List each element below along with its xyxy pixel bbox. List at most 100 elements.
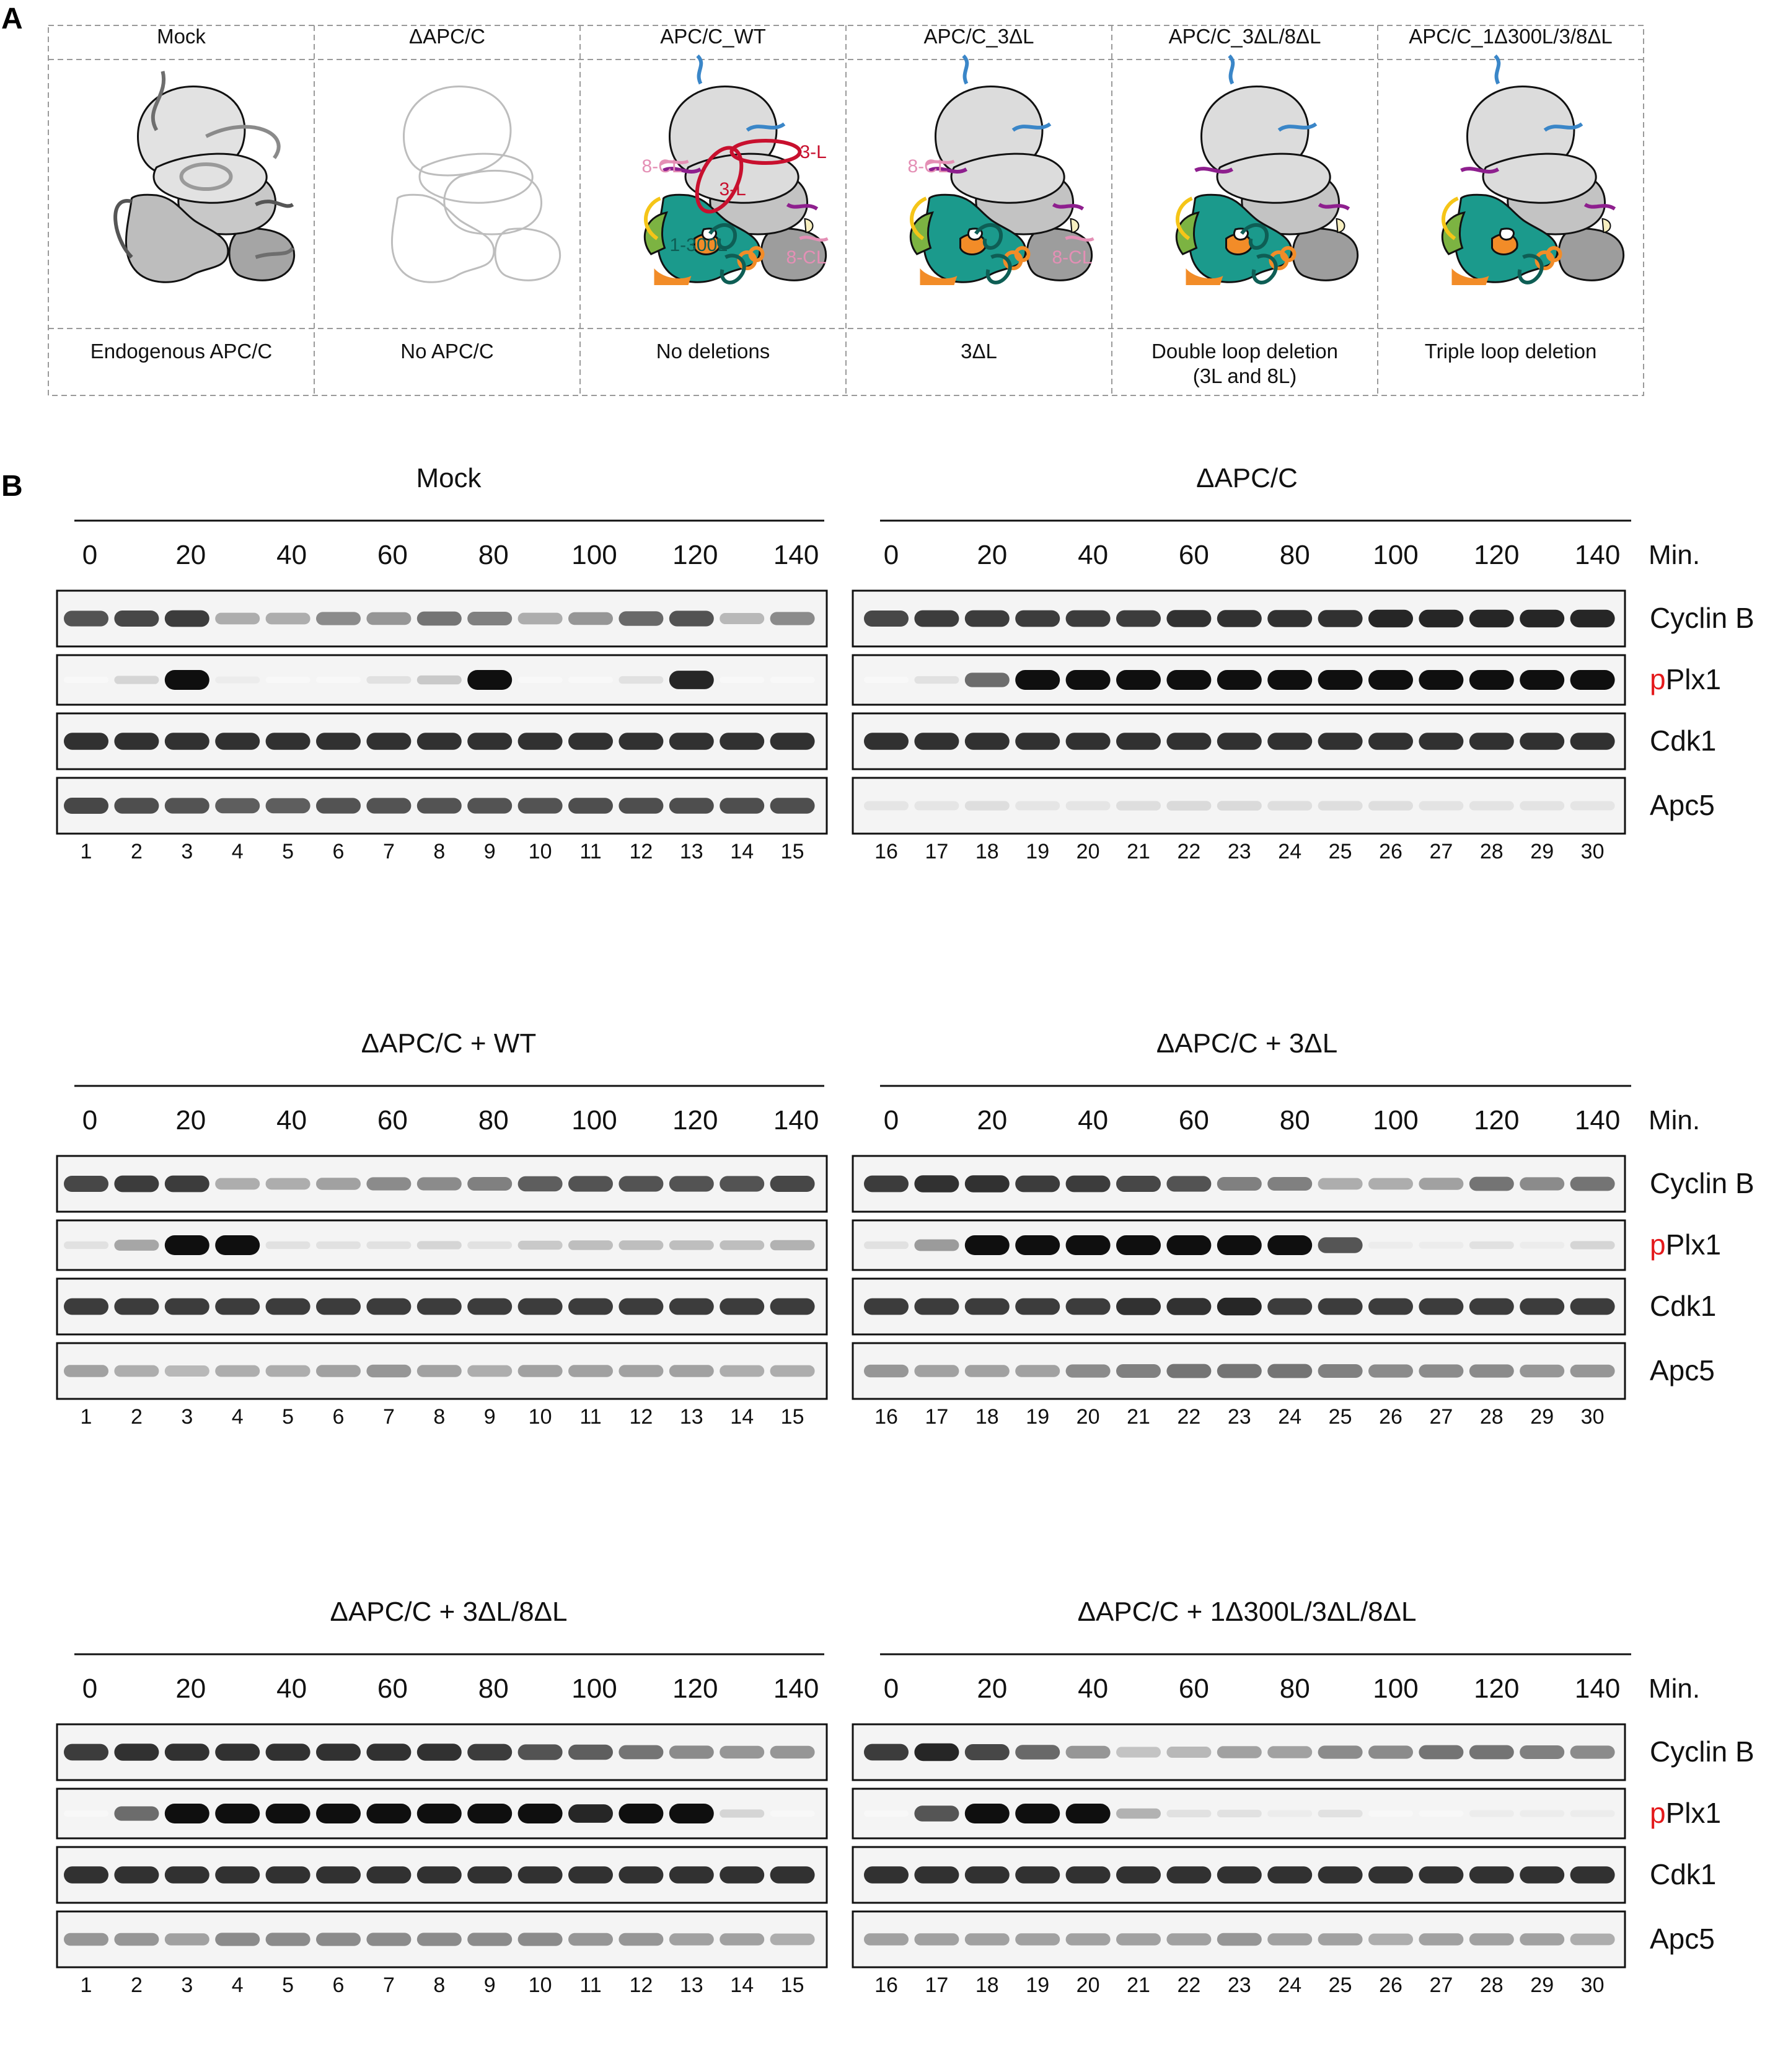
band-pplx1: [1570, 1810, 1615, 1817]
time-tick: 40: [276, 1105, 307, 1135]
lane-number: 29: [1530, 1405, 1554, 1429]
band-cdk1: [1065, 733, 1111, 750]
band-pplx1: [215, 1804, 260, 1823]
band-cdk1: [1318, 733, 1363, 750]
band-cyclinb: [1469, 1745, 1514, 1760]
panel-a-column-title: APC/C_3ΔL/8ΔL: [1169, 25, 1321, 48]
band-apc5: [265, 1933, 310, 1946]
apc-orange-base: [1186, 268, 1223, 285]
band-apc5: [366, 798, 412, 814]
band-pplx1: [1469, 1810, 1514, 1817]
lane-number: 13: [680, 1973, 703, 1997]
protein-name: Cyclin B: [1650, 1735, 1755, 1768]
band-apc5: [1267, 801, 1313, 811]
protein-name: Cyclin B: [1650, 1167, 1755, 1199]
band-cyclinb: [1065, 1175, 1111, 1193]
apc-orange-loop: [1280, 246, 1297, 262]
time-tick: 0: [82, 540, 97, 570]
band-pplx1: [1166, 670, 1212, 690]
apc-loop-8CL: [925, 159, 955, 166]
band-cdk1: [1217, 1866, 1262, 1884]
band-cdk1: [914, 733, 959, 750]
band-cyclinb: [1267, 610, 1313, 627]
band-apc5: [1570, 801, 1615, 811]
band-apc5: [164, 1365, 209, 1377]
band-apc5: [964, 801, 1010, 811]
band-cdk1: [1368, 733, 1413, 750]
band-cyclinb: [64, 1176, 108, 1192]
time-tick: 60: [1179, 540, 1209, 570]
lane-number: 8: [433, 1405, 445, 1429]
band-cyclinb: [964, 610, 1010, 627]
lane-number: 7: [383, 840, 395, 863]
band-pplx1: [1318, 670, 1363, 690]
band-cdk1: [1116, 1866, 1161, 1884]
band-pplx1: [467, 670, 513, 690]
protein-name: Cdk1: [1650, 725, 1716, 757]
band-pplx1: [1368, 1241, 1413, 1249]
lane-number: 4: [232, 1973, 244, 1997]
band-pplx1: [1166, 1809, 1212, 1818]
band-apc5: [720, 798, 765, 814]
band-cdk1: [517, 1298, 563, 1315]
apc-dark-teal-loop: [1240, 223, 1269, 250]
lane-number: 12: [629, 1405, 653, 1429]
apc-loop-8CL: [1065, 236, 1094, 242]
time-tick: 60: [377, 540, 408, 570]
band-apc5: [1065, 1933, 1111, 1946]
band-cdk1: [1065, 1298, 1111, 1315]
band-apc5: [914, 801, 959, 811]
lane-number: 23: [1228, 1405, 1251, 1429]
band-cyclinb: [1520, 1177, 1565, 1191]
band-cdk1: [215, 1866, 260, 1884]
time-tick: 100: [571, 1105, 617, 1135]
band-apc5: [1368, 1364, 1413, 1378]
band-cyclinb: [568, 1744, 613, 1760]
time-tick: 60: [1179, 1105, 1209, 1135]
band-pplx1: [1469, 1241, 1514, 1250]
band-pplx1: [215, 1235, 260, 1255]
band-pplx1: [1166, 1235, 1212, 1255]
band-apc5: [864, 1933, 909, 1946]
band-apc5: [1116, 1364, 1161, 1378]
time-tick: 80: [478, 1673, 509, 1704]
label-3L: 3-L: [800, 142, 827, 162]
lane-number: 30: [1581, 840, 1605, 863]
lane-number: 1: [81, 1973, 92, 1997]
protein-label: Apc5: [1650, 1923, 1715, 1955]
time-tick: 140: [773, 1673, 819, 1704]
lane-number: 24: [1278, 1405, 1301, 1429]
apc-purple-tail: [928, 167, 968, 174]
band-apc5: [215, 1933, 260, 1946]
lane-number: 3: [181, 1405, 193, 1429]
time-tick: 60: [377, 1105, 408, 1135]
band-pplx1: [1419, 1241, 1464, 1249]
lane-number: 5: [282, 1405, 294, 1429]
band-cyclinb: [517, 1744, 563, 1760]
panel-a-column-caption: (3L and 8L): [1193, 364, 1297, 387]
apc-purple-tail: [1318, 203, 1350, 211]
lane-number: 15: [781, 1405, 804, 1429]
band-cyclinb: [114, 1175, 159, 1193]
band-pplx1: [568, 1240, 613, 1250]
band-cdk1: [1217, 1297, 1262, 1316]
band-cyclinb: [1368, 609, 1413, 628]
band-pplx1: [265, 1804, 310, 1823]
band-pplx1: [64, 1241, 108, 1250]
band-cdk1: [1267, 1866, 1313, 1884]
band-cyclinb: [366, 1744, 412, 1761]
lane-number: 22: [1177, 840, 1200, 863]
band-cyclinb: [1419, 1178, 1464, 1190]
lane-number: 4: [232, 840, 244, 863]
apc-orange-loop: [1546, 246, 1562, 262]
band-cdk1: [265, 1298, 310, 1315]
apc-cream-subunit: [804, 218, 814, 234]
band-cyclinb: [416, 611, 462, 626]
band-cdk1: [164, 1866, 209, 1884]
band-pplx1: [416, 1804, 462, 1823]
lane-number: 16: [874, 840, 898, 863]
protein-label: Apc5: [1650, 789, 1715, 821]
band-apc5: [964, 1933, 1010, 1946]
apc-lobe-upper: [418, 152, 534, 204]
apc-lobe-upper: [1216, 152, 1331, 204]
